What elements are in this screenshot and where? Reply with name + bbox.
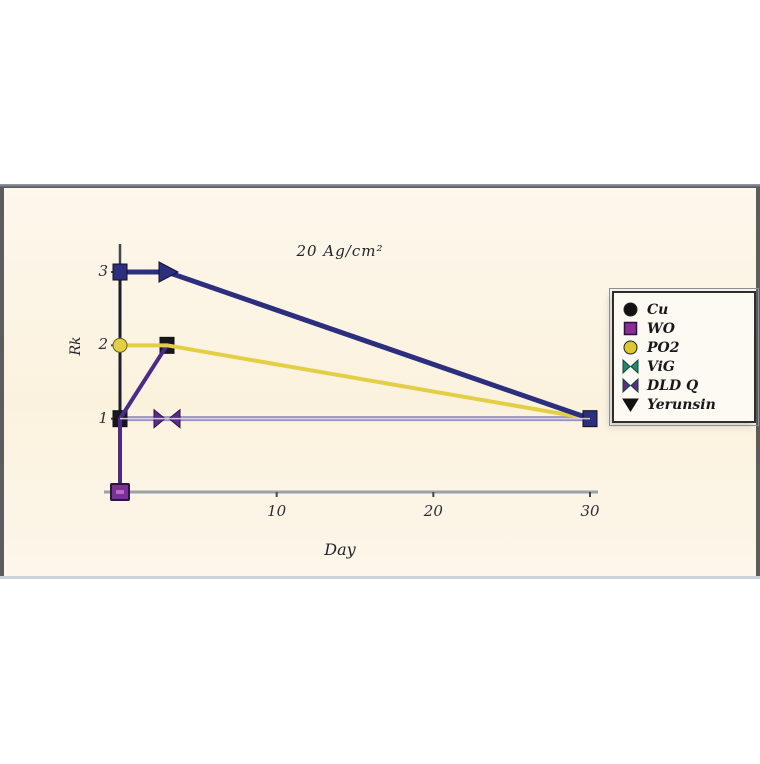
series-line — [117, 269, 593, 422]
circle-marker-icon — [622, 301, 639, 318]
y-tick-label: 1 — [98, 408, 108, 427]
square-marker-icon — [112, 263, 128, 281]
legend-entry: Cu — [622, 300, 746, 319]
slide-panel: 20 Ag/cm² Rk Day Cu WO PO2 ViG DLD Q Yerunsin… — [0, 188, 760, 576]
legend-label: Cu — [647, 301, 669, 318]
series-line — [118, 343, 592, 421]
circle-marker-icon — [622, 339, 639, 356]
legend-entry: WO — [622, 319, 746, 338]
legend-label: DLD Q — [647, 377, 699, 394]
series-po2 — [112, 337, 592, 421]
legend-entry: DLD Q — [622, 376, 746, 395]
bowtie-marker-icon — [622, 377, 639, 394]
x-tick-label: 10 — [267, 502, 287, 520]
bowtie-marker-icon — [622, 358, 639, 375]
circle-marker-icon — [112, 337, 128, 353]
slide-bottom-border — [0, 576, 760, 579]
legend-entry: Yerunsin — [622, 395, 746, 414]
x-axis-label: Day — [324, 540, 356, 559]
series-cu — [112, 261, 598, 428]
y-tick-label: 2 — [98, 335, 108, 354]
legend-label: ViG — [647, 358, 675, 375]
slide-top-border — [0, 184, 760, 188]
chart-plot-area — [104, 244, 598, 501]
x-tick-label: 20 — [423, 502, 443, 520]
x-tick-label: 30 — [580, 502, 600, 520]
legend-entry: ViG — [622, 357, 746, 376]
square-marker-icon — [622, 320, 639, 337]
chart-title: 20 Ag/cm² — [296, 242, 384, 260]
legend-label: WO — [647, 320, 675, 337]
y-tick-label: 3 — [98, 262, 108, 280]
triangle-down-marker-icon — [622, 396, 639, 413]
legend-entry: PO2 — [622, 338, 746, 357]
slide-right-edge — [756, 188, 760, 576]
series-wo — [110, 483, 130, 501]
slide-left-edge — [0, 188, 4, 576]
triangle-right-marker-icon — [158, 261, 180, 283]
y-axis-label: Rk — [68, 336, 84, 356]
square-marker-inner — [116, 490, 124, 494]
legend-label: Yerunsin — [647, 396, 716, 413]
chart-legend: Cu WO PO2 ViG DLD Q Yerunsin — [609, 288, 759, 426]
legend-label: PO2 — [647, 339, 680, 356]
